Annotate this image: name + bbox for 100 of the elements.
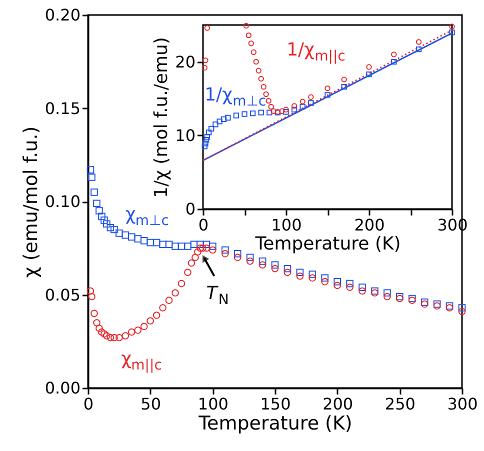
point [103,332,110,340]
point [188,259,196,267]
point [140,322,148,330]
point [159,304,166,312]
point [296,272,304,280]
point [270,108,276,114]
point [172,242,179,250]
point [199,244,206,252]
point [300,104,306,110]
x-tick-label: 0 [198,216,209,234]
point [334,282,341,290]
point [172,289,179,297]
point [134,235,142,242]
point [250,49,256,56]
point [225,114,231,121]
x-tick-label: 100 [198,394,228,414]
x-tick-label: 0 [83,394,94,414]
point [258,261,266,269]
point [165,296,173,304]
point [152,238,160,246]
point [196,244,204,252]
point [159,240,166,248]
point [416,39,422,45]
point [284,264,292,272]
point [202,140,208,146]
point [93,319,100,326]
point [146,317,154,325]
y-tick-label: 10 [175,126,196,145]
point [308,94,314,100]
point [291,106,298,112]
point [204,25,210,31]
point [308,100,314,106]
point [202,240,210,248]
y-axis-title: 1/χ (mol f.u./emu) [151,37,172,198]
point [106,334,114,342]
point [194,248,202,256]
point [196,240,204,248]
point [96,207,103,214]
point [284,268,292,276]
point [449,30,455,36]
point [184,242,192,250]
point [308,274,316,282]
point [268,104,274,110]
point [98,212,106,220]
point [178,242,186,250]
y-tick-label: 0.20 [44,6,80,24]
point [128,328,136,336]
point [202,64,208,71]
point [258,110,264,116]
point [96,324,103,332]
point [391,52,397,58]
point [449,24,455,30]
x-tick-label: 250 [384,394,416,414]
point [103,220,110,228]
point [384,289,391,297]
point [366,64,372,70]
y-tick-label: 0.10 [44,192,80,211]
point [384,292,391,300]
point [90,310,98,318]
point [204,134,210,140]
point [88,174,96,181]
y-axis-title: χ (emu/mol f.u.) [20,126,42,278]
x-tick-label: 100 [271,216,302,234]
point [296,268,304,276]
x-tick-label: 200 [322,394,354,414]
point [86,287,94,295]
point [358,287,366,295]
x-axis-title: Temperature (K) [198,412,352,434]
point [246,258,254,265]
point [253,58,259,65]
x-tick-label: 300 [447,394,478,414]
point [165,240,173,248]
x-tick-label: 50 [140,394,162,414]
point [90,188,98,196]
y-tick-label: 0 [185,200,196,218]
point [324,85,330,92]
point [458,304,466,312]
x-axis-title: Temperature (K) [254,234,401,254]
point [122,332,130,340]
point [192,254,199,262]
x-tick-label: 200 [354,216,385,234]
point [110,334,118,342]
y-tick-label: 0.15 [44,98,80,118]
point [266,98,272,104]
point [341,76,347,82]
point [93,200,100,208]
point [86,166,94,174]
point [358,284,366,291]
point [260,84,266,90]
point [122,231,130,239]
point [178,280,186,288]
point [116,230,123,237]
point [246,32,252,38]
point [334,278,341,286]
point [88,292,96,300]
point [220,116,227,122]
point [209,242,216,250]
y-tick-label: 0.00 [44,378,80,398]
point [266,110,272,116]
point [221,250,229,258]
